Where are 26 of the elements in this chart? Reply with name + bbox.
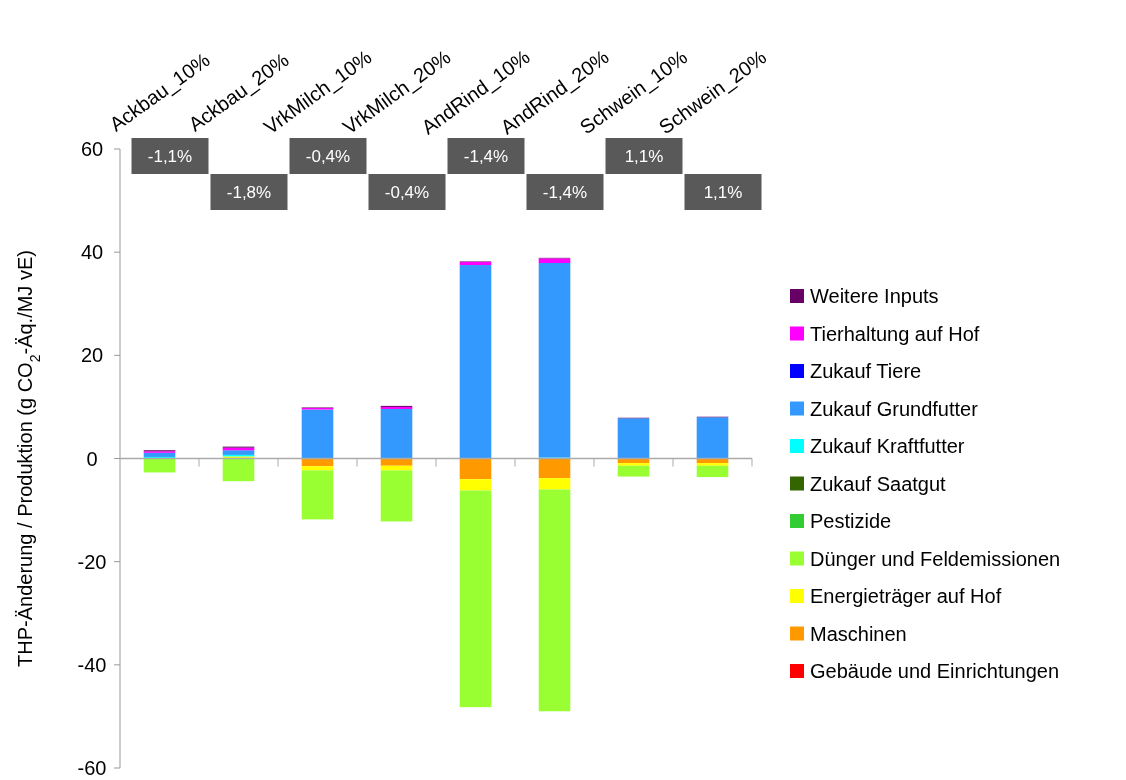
legend-label: Maschinen [810,622,907,645]
y-tick-label: -40 [77,653,107,676]
y-tick-label: 60 [80,138,104,160]
annotation: -0,4% [305,146,351,166]
legend-label: Dünger und Feldemissionen [810,547,1061,570]
y-tick-label: 0 [86,447,98,470]
annotation: 1,1% [703,182,743,202]
y-tick-label: 20 [80,344,104,367]
annotation: -1,1% [147,146,193,166]
legend-label: Zukauf Saatgut [810,472,947,495]
legend-label: Weitere Inputs [810,285,939,307]
annotation: -0,4% [384,182,430,202]
annotation: -1,4% [463,146,509,166]
y-tick-label: -20 [77,550,107,573]
legend-label: Tierhaltung auf Hof [810,322,980,345]
annotation: -1,8% [226,182,272,202]
y-tick-label: -60 [77,757,107,779]
annotation: -1,4% [542,182,588,202]
legend-label: Zukauf Grundfutter [810,397,979,420]
legend-label: Pestizide [810,510,892,532]
y-tick-label: 40 [80,241,104,264]
legend-label: Zukauf Kraftfutter [810,435,965,457]
annotation: 1,1% [624,146,664,166]
legend-label: Gebäude und Einrichtungen [810,660,1060,682]
legend-label: Zukauf Tiere [810,360,922,382]
legend-label: Energieträger auf Hof [810,585,1002,607]
